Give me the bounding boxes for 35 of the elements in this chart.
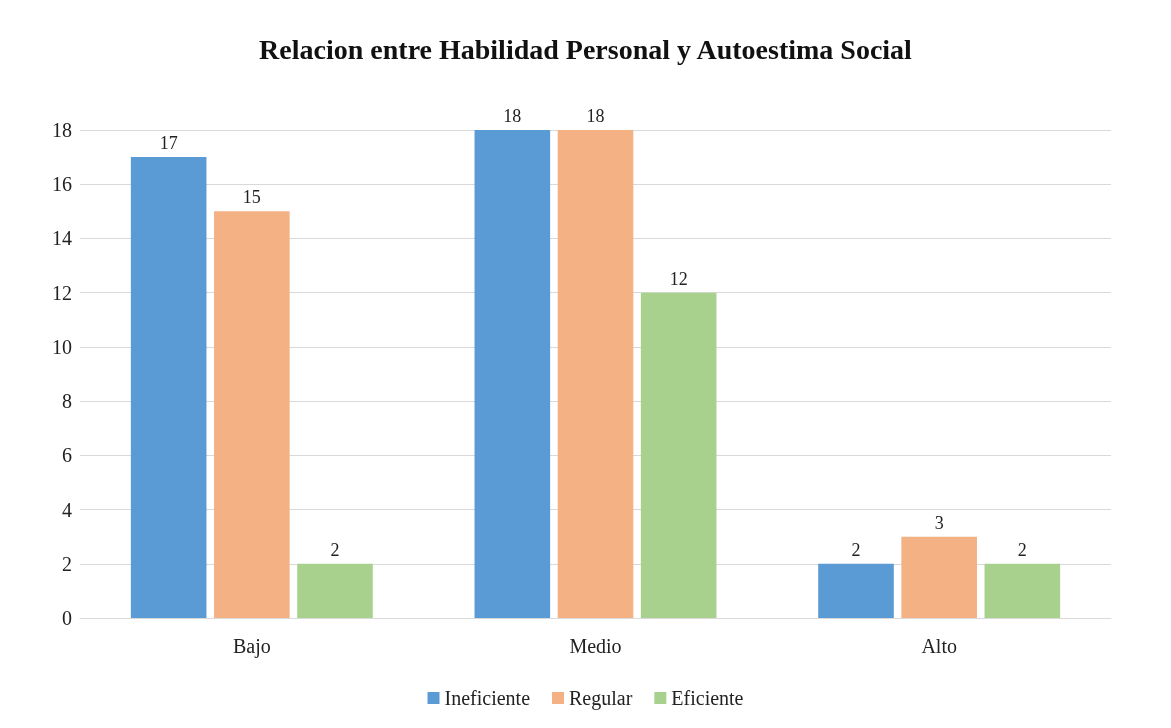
- y-tick-label: 0: [62, 607, 72, 629]
- y-tick-label: 16: [52, 173, 72, 196]
- bar: [214, 211, 290, 618]
- data-label: 18: [503, 106, 522, 126]
- data-label: 2: [330, 539, 340, 560]
- bar: [640, 292, 717, 618]
- x-tick-label: Bajo: [232, 635, 271, 658]
- y-tick-label: 8: [62, 390, 72, 413]
- legend-label: Regular: [569, 687, 633, 710]
- y-tick-label: 10: [52, 335, 72, 358]
- y-tick-label: 14: [52, 227, 72, 250]
- legend-label: Ineficiente: [444, 687, 531, 709]
- y-tick-label: 4: [62, 498, 72, 521]
- legend-label: Eficiente: [671, 687, 744, 709]
- bar: [474, 130, 551, 618]
- bar: [557, 130, 634, 618]
- chart-title: Relacion entre Habilidad Personal y Autoestima Social: [259, 33, 913, 65]
- data-label: 17: [159, 133, 178, 154]
- bar: [984, 563, 1061, 618]
- bar: [818, 563, 894, 618]
- data-label: 15: [242, 187, 261, 208]
- y-tick-label: 6: [62, 444, 72, 467]
- data-label: 2: [851, 539, 861, 560]
- y-tick-label: 2: [62, 552, 72, 575]
- data-label: 2: [1017, 539, 1027, 560]
- data-label: 3: [934, 512, 944, 533]
- bar: [297, 563, 373, 618]
- y-tick-label: 18: [52, 119, 72, 141]
- x-tick-label: Medio: [569, 635, 622, 657]
- y-tick-label: 12: [52, 281, 72, 304]
- bar: [130, 157, 207, 618]
- bar: [901, 536, 977, 618]
- data-label: 18: [586, 106, 605, 126]
- data-label: 12: [669, 268, 688, 289]
- x-tick-label: Alto: [921, 635, 957, 657]
